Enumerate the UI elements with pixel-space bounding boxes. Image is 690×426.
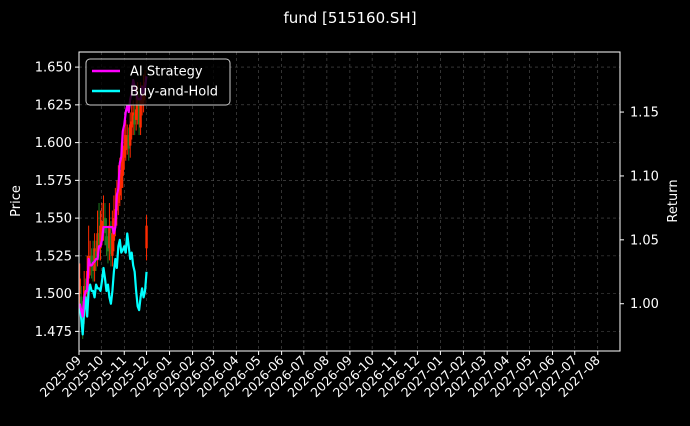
candle-body xyxy=(78,278,81,294)
candle-body xyxy=(80,296,83,309)
y-tick-label-right: 1.00 xyxy=(630,297,659,312)
candle-body xyxy=(123,145,126,158)
candle-body xyxy=(103,218,107,234)
candle-body xyxy=(106,240,110,252)
y-tick-label-left: 1.475 xyxy=(35,325,72,340)
candle-body xyxy=(99,225,102,249)
candle-body xyxy=(105,236,108,246)
candle-body xyxy=(120,169,123,188)
candle-body xyxy=(97,233,101,249)
candle-body xyxy=(131,112,135,125)
candle-body xyxy=(127,135,130,149)
candle-body xyxy=(96,233,99,256)
y-tick-label-left: 1.600 xyxy=(35,136,72,151)
right-axis: 1.00 1.05 1.10 1.15 xyxy=(620,106,659,312)
legend-box xyxy=(85,58,231,106)
candle-body xyxy=(133,115,136,125)
candle-body xyxy=(126,138,129,143)
candle-body xyxy=(121,150,124,176)
candle-body xyxy=(117,193,120,204)
y-tick-label-left: 1.500 xyxy=(35,287,72,302)
candle-body xyxy=(100,221,104,234)
legend: AI Strategy Buy-and-Hold xyxy=(85,58,231,106)
candle-body xyxy=(129,124,132,146)
candle-body xyxy=(109,233,113,255)
candle-body xyxy=(124,135,127,151)
candle-body xyxy=(94,251,98,261)
series-line-buy-and-hold xyxy=(78,232,148,336)
candle-body xyxy=(134,109,138,120)
candle-body xyxy=(137,97,141,125)
y-tick-label-left: 1.575 xyxy=(35,174,72,189)
candle-body xyxy=(139,97,142,128)
y-axis-label-right: Return xyxy=(666,179,681,222)
chart-title: fund [515160.SH] xyxy=(283,9,416,27)
y-tick-label-left: 1.550 xyxy=(35,212,72,227)
candle-body xyxy=(130,121,133,128)
y-tick-label-left: 1.625 xyxy=(35,98,72,113)
y-tick-label-left: 1.525 xyxy=(35,249,72,264)
candle-body xyxy=(145,225,148,249)
candle-body xyxy=(108,225,111,249)
y-tick-label-right: 1.15 xyxy=(630,106,659,121)
candle-body xyxy=(111,233,114,256)
candle-body xyxy=(88,255,92,264)
legend-label-buy-and-hold: Buy-and-Hold xyxy=(130,85,218,100)
y-axis-label-left: Price xyxy=(9,185,24,217)
left-axis: 1.475 1.500 1.525 1.550 1.575 1.600 1.625 1.650 xyxy=(35,61,79,340)
candle-body xyxy=(90,255,93,264)
y-tick-label-right: 1.05 xyxy=(630,233,659,248)
candle-body xyxy=(91,263,95,271)
y-tick-label-left: 1.650 xyxy=(35,61,72,76)
y-tick-label-right: 1.10 xyxy=(630,169,659,184)
legend-label-ai-strategy: AI Strategy xyxy=(130,65,203,80)
candle-body xyxy=(118,180,122,196)
candle-body xyxy=(102,221,105,226)
